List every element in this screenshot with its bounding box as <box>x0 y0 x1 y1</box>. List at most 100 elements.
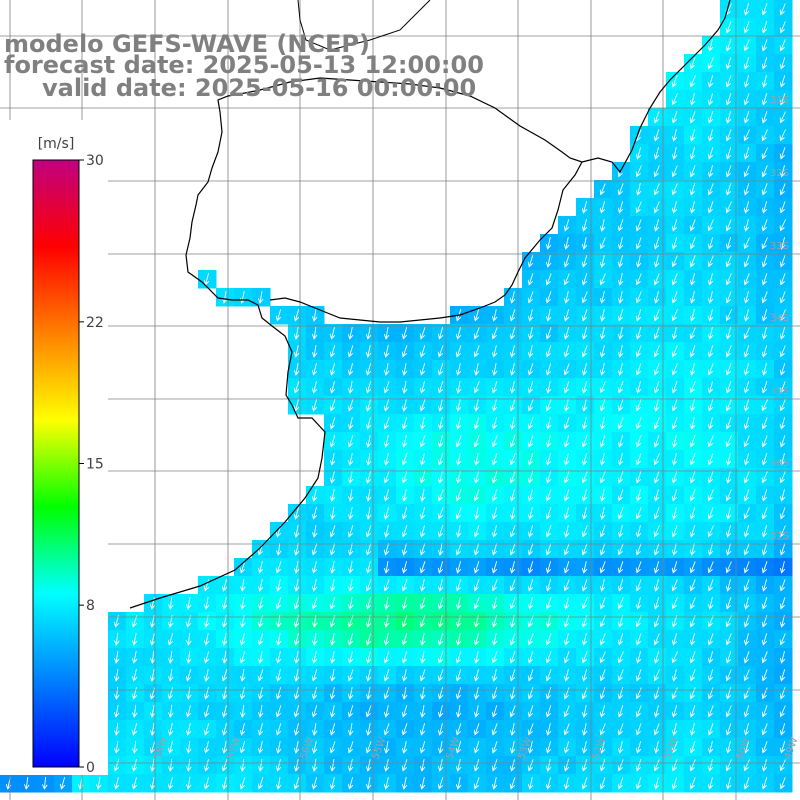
wind-arrow <box>365 705 372 718</box>
wind-arrow <box>545 777 552 790</box>
wind-arrow <box>527 579 534 592</box>
wind-arrow <box>707 309 714 322</box>
wind-arrow <box>455 435 462 448</box>
wind-arrow <box>635 525 642 538</box>
wind-arrow <box>779 183 786 196</box>
wind-arrow <box>707 399 714 412</box>
wind-arrow <box>635 669 642 682</box>
wind-arrow <box>671 237 678 250</box>
wind-arrow <box>365 399 372 412</box>
wind-arrow <box>473 741 480 754</box>
wind-arrow <box>761 399 769 412</box>
wind-arrow <box>257 291 264 304</box>
wind-arrow <box>455 777 462 790</box>
wind-arrow <box>761 579 768 592</box>
wind-arrow <box>671 273 678 286</box>
wind-arrow <box>779 399 786 412</box>
wind-arrow <box>581 525 588 538</box>
wind-arrow <box>689 147 696 160</box>
wind-arrow <box>203 759 210 772</box>
wind-arrow <box>113 777 120 790</box>
wind-arrow <box>779 165 786 178</box>
wind-arrow <box>293 669 300 682</box>
wind-arrow <box>437 543 444 556</box>
wind-arrow <box>437 705 444 718</box>
wind-arrow <box>419 543 426 556</box>
wind-arrow <box>419 525 426 538</box>
wind-arrow <box>311 507 318 520</box>
wind-arrow <box>743 399 750 412</box>
wind-arrow <box>635 363 642 376</box>
wind-arrow <box>761 561 768 574</box>
wind-arrow <box>617 489 624 502</box>
river-border <box>297 0 431 51</box>
wind-arrow <box>581 381 588 394</box>
wind-arrow <box>563 723 570 736</box>
wind-arrow <box>635 291 642 304</box>
wind-arrow <box>221 759 228 772</box>
wind-arrow <box>437 687 444 700</box>
wind-arrow <box>635 741 642 754</box>
wind-arrow <box>635 417 642 430</box>
wind-arrow <box>527 399 534 412</box>
wind-arrow <box>581 723 588 736</box>
wind-arrow <box>419 561 426 574</box>
wind-arrow <box>599 597 606 610</box>
wind-arrow <box>419 471 426 484</box>
wind-arrow <box>527 669 534 682</box>
wind-arrow <box>581 561 588 574</box>
wind-arrow <box>581 687 588 700</box>
wind-arrow <box>257 741 264 754</box>
wind-arrow <box>293 345 300 358</box>
wind-arrow <box>203 597 210 610</box>
wind-arrow <box>365 633 372 646</box>
wind-arrow <box>653 705 660 718</box>
wind-arrow <box>401 489 408 502</box>
wind-arrow <box>689 327 696 340</box>
wind-arrow <box>509 651 516 664</box>
wind-arrow <box>545 705 552 718</box>
wind-arrow <box>599 669 606 682</box>
wind-arrow <box>671 561 678 574</box>
wind-arrow <box>761 327 768 340</box>
wind-arrow <box>311 561 318 574</box>
wind-arrow <box>617 453 624 466</box>
wind-arrow <box>185 759 192 772</box>
wind-arrow <box>779 381 786 394</box>
wind-arrow <box>401 327 408 340</box>
wind-arrow <box>509 507 516 520</box>
wind-arrow <box>743 561 750 574</box>
wind-arrow <box>419 345 426 358</box>
wind-arrow <box>455 327 462 340</box>
wind-arrow <box>599 201 606 214</box>
wind-arrow <box>635 759 642 772</box>
wind-arrow <box>617 417 624 430</box>
wind-arrow <box>491 417 498 430</box>
wind-arrow <box>563 705 570 718</box>
wind-arrow <box>473 687 480 700</box>
wind-arrow <box>743 435 750 448</box>
wind-arrow <box>599 435 606 448</box>
wind-arrow <box>437 399 444 412</box>
wind-arrow <box>347 345 354 358</box>
wind-arrow <box>239 758 246 772</box>
wind-arrow <box>743 273 750 286</box>
wind-arrow <box>473 525 480 538</box>
wind-arrow <box>473 489 480 502</box>
wind-arrow <box>455 417 462 430</box>
wind-arrow <box>221 291 228 304</box>
wind-arrow <box>419 381 426 394</box>
wind-arrow <box>761 381 768 394</box>
wind-arrow <box>419 687 426 700</box>
wind-arrow <box>545 489 552 502</box>
wind-arrow <box>707 237 714 250</box>
wind-arrow <box>401 687 408 700</box>
wind-arrow <box>599 561 606 574</box>
wind-arrow <box>347 471 354 484</box>
wind-arrow <box>761 75 768 88</box>
wind-arrow <box>383 381 390 394</box>
wind-arrow <box>383 741 390 754</box>
wind-arrow <box>671 363 678 376</box>
wind-arrow <box>707 741 714 754</box>
wind-arrow <box>779 219 786 232</box>
